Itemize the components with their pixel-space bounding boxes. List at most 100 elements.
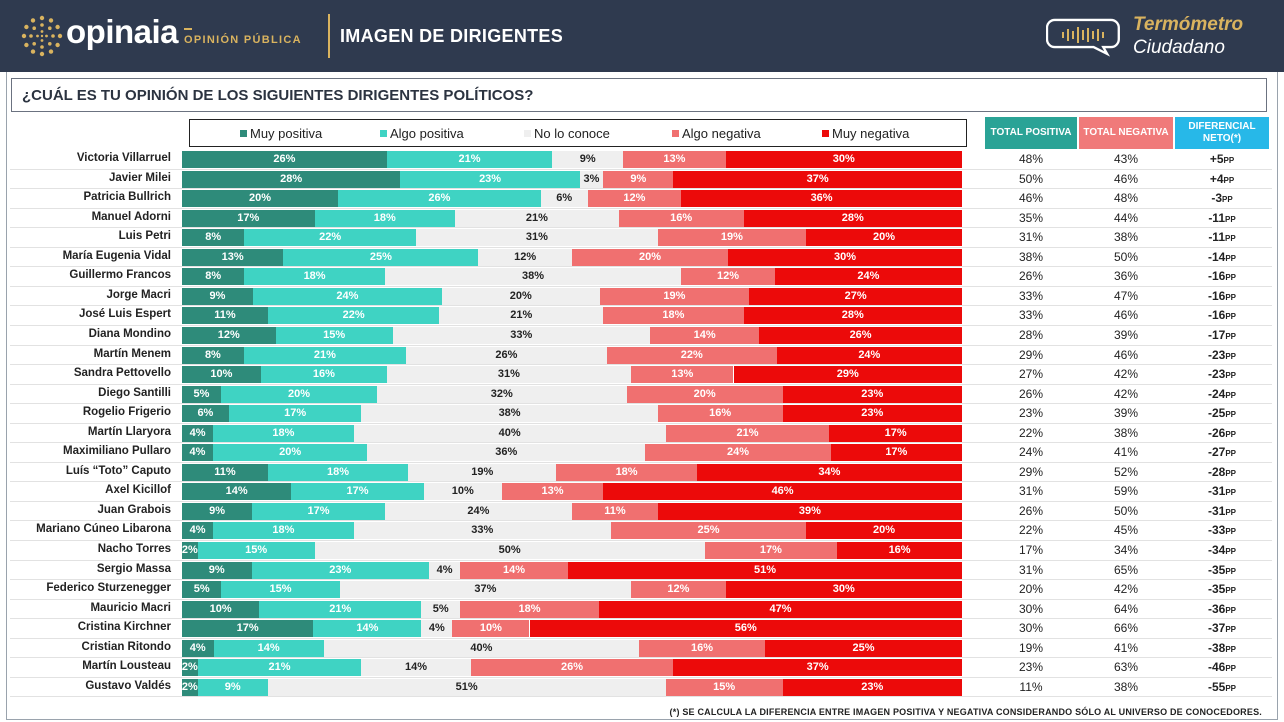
net-unit: PP [1225,684,1236,693]
net-unit: PP [1225,508,1236,517]
bar-value-label: 13% [663,153,686,165]
row-label: Martín Menem [93,348,171,360]
bar-segment-no-lo-conoce [423,483,502,500]
net-unit: PP [1223,176,1235,185]
bar-value-label: 26% [428,192,451,204]
bar-value-label: 29% [836,368,859,380]
legend-swatch [380,130,387,138]
net-number: +5 [1209,152,1224,166]
bar-value-label: 21% [268,661,291,673]
bar-value-label: 33% [471,524,494,536]
bar-segment-algo-positiva [283,249,479,266]
net-number: -16 [1207,289,1226,303]
total-negativa-value: 46% [1113,308,1139,322]
row-label: Gustavo Valdés [85,680,171,692]
bar-value-label: 17% [284,407,307,419]
bar-segment-no-lo-conoce [267,679,666,696]
row-divider [10,560,1272,561]
row-label: Juan Grabois [97,504,172,516]
bar-segment-algo-positiva [197,659,362,676]
row-label: Mauricio Macri [90,602,171,614]
bar-value-label: 5% [432,603,449,615]
row-divider [10,540,1272,541]
total-positiva-value: 20% [1018,582,1044,596]
bar-segment-muy-negativa [837,542,962,559]
bar-segment-algo-positiva [221,386,377,403]
bar-segment-muy-negativa [774,268,962,285]
bar-value-label: 12% [623,192,646,204]
bar-value-label: 37% [806,661,829,673]
net-number: -24 [1207,387,1226,401]
net-unit: PP [1225,410,1236,419]
row-label: José Luis Espert [78,308,171,320]
legend-swatch [240,130,247,138]
row-divider [10,364,1272,365]
bar-segment-no-lo-conoce [392,327,650,344]
net-number: -23 [1207,348,1226,362]
legend-algo-positiva: Algo positiva [380,126,464,141]
row-divider [10,286,1272,287]
bar-segment-no-lo-conoce [361,659,471,676]
bar-segment-muy-positiva [182,347,244,364]
bar-value-label: 10% [451,485,474,497]
bar-segment-no-lo-conoce [339,581,632,598]
net-number: -17 [1207,328,1226,342]
bar-value-label: 9% [209,290,226,302]
bar-value-label: 18% [272,427,295,439]
total-negativa-value: 42% [1113,367,1139,381]
net-number: -14 [1207,250,1226,264]
bar-segment-algo-positiva [259,601,422,618]
bar-value-label: 17% [307,505,330,517]
row-divider [10,188,1272,189]
row-label: Mariano Cúneo Libarona [36,523,171,535]
bar-value-label: 24% [336,290,359,302]
bar-segment-algo-negativa [460,601,599,618]
bar-value-label: 19% [720,231,743,243]
net-unit: PP [1225,332,1236,341]
bar-value-label: 17% [884,427,907,439]
bar-segment-muy-positiva [182,190,338,207]
total-positiva-value: 30% [1018,602,1044,616]
bar-segment-no-lo-conoce [552,151,624,168]
bar-value-label: 17% [759,544,782,556]
bar-segment-muy-positiva [182,483,292,500]
total-negativa-value: 47% [1113,289,1139,303]
bar-value-label: 20% [279,446,302,458]
bar-value-label: 8% [205,270,222,282]
bar-segment-muy-negativa [725,151,962,168]
bar-value-label: 6% [197,407,214,419]
total-positiva-value: 31% [1018,484,1044,498]
total-negativa-value: 46% [1113,348,1139,362]
bar-segment-algo-positiva [386,151,553,168]
net-number: -11 [1208,230,1225,244]
opinaia-logo-icon [21,15,63,57]
row-label: Manuel Adorni [91,211,171,223]
net-unit: PP [1225,449,1236,458]
row-divider [10,481,1272,482]
net-number: -33 [1207,523,1226,537]
bar-value-label: 40% [498,427,521,439]
total-positiva-value: 35% [1018,211,1044,225]
diferencial-neto-value: -37PP [1177,621,1267,635]
bar-segment-muy-negativa [743,307,962,324]
total-positiva-value: 29% [1018,465,1044,479]
legend-muy-negativa: Muy negativa [822,126,909,141]
bar-value-label: 22% [342,309,365,321]
diferencial-neto-value: -36PP [1177,602,1267,616]
bar-segment-no-lo-conoce [478,249,572,266]
total-negativa-value: 41% [1113,641,1139,655]
bar-value-label: 9% [630,173,647,185]
net-number: -34 [1207,543,1226,557]
diferencial-neto-value: -25PP [1177,406,1267,420]
total-positiva-value: 26% [1018,387,1044,401]
bar-segment-muy-positiva [182,425,214,442]
bar-segment-algo-negativa [657,229,806,246]
bar-segment-muy-negativa [776,347,962,364]
row-divider [10,423,1272,424]
row-label: Sandra Pettovello [73,367,171,379]
bar-segment-algo-positiva [213,522,354,539]
total-positiva-value: 50% [1018,172,1044,186]
diferencial-neto-value: -17PP [1177,328,1267,342]
total-positiva-value: 26% [1018,504,1044,518]
total-positiva-value: 48% [1018,152,1044,166]
